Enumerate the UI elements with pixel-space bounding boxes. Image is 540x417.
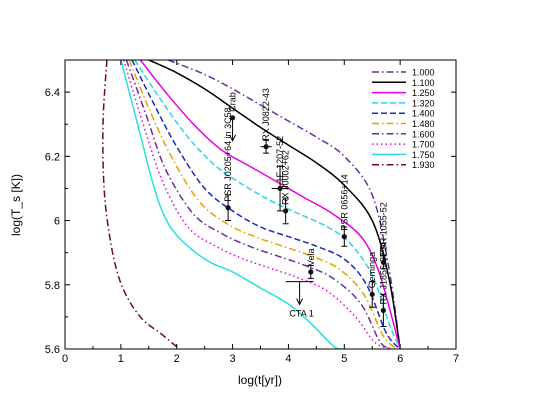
obs-label-cta-1: CTA 1 (289, 309, 313, 319)
y-axis-ticks: 5.6 5.8 6 6.2 6.4 (45, 87, 456, 356)
obs-label-rx-j0002-62: RX J0002+62 (281, 150, 291, 205)
obs-label-geminga: Geminga (367, 252, 377, 289)
y-tick-label: 6.2 (45, 151, 60, 163)
curves-group (102, 60, 401, 349)
legend-label: 1.930 (412, 160, 435, 170)
upper-limit-arrow (229, 134, 237, 142)
x-axis-label: log(t[yr]) (238, 373, 282, 387)
series-line-1-400 (131, 60, 401, 349)
obs-point-crab (229, 115, 236, 121)
x-axis-ticks: 0 1 2 3 4 5 6 7 (62, 60, 459, 365)
y-tick-label: 5.8 (45, 280, 60, 292)
obs-point-psr-j0205-64-in-3c58 (225, 205, 231, 211)
obs-point-rx-j0822-43 (263, 144, 269, 150)
obs-label-crab: Crab (228, 92, 238, 112)
y-tick-label: 6 (54, 216, 60, 228)
series-line-1-930 (102, 60, 180, 349)
series-line-1-480 (128, 60, 398, 349)
obs-label-psr-j0205-64-in-3c58: PSR J0205+64 in 3C58 (223, 107, 233, 201)
obs-point-geminga (369, 291, 375, 298)
legend-label: 1.750 (412, 150, 435, 160)
x-tick-label: 6 (397, 353, 403, 365)
observations-group (225, 115, 387, 328)
obs-label-vela: Vela (306, 248, 316, 266)
y-tick-label: 5.6 (45, 344, 60, 356)
legend-label: 1.700 (412, 140, 435, 150)
x-tick-label: 2 (174, 353, 180, 365)
x-tick-label: 3 (230, 353, 236, 365)
obs-point-vela (308, 269, 314, 275)
obs-label-psr-1055-52: PSR 1055-52 (378, 202, 388, 256)
obs-point-psr-1055-52 (380, 259, 386, 265)
obs-point-1e-1207-52 (277, 185, 283, 192)
series-line-1-100 (148, 60, 401, 349)
upper-limit-arrow (296, 298, 304, 306)
series-line-1-750 (120, 60, 342, 349)
x-tick-label: 4 (285, 353, 291, 365)
obs-point-rx-j0002-62 (283, 208, 289, 214)
y-axis-label: log(T_s [K]) (9, 174, 23, 236)
legend-label: 1.000 (412, 68, 435, 78)
legend-label: 1.320 (412, 98, 435, 108)
legend-label: 1.480 (412, 119, 435, 129)
legend-label: 1.400 (412, 109, 435, 119)
x-tick-label: 5 (341, 353, 347, 365)
y-tick-label: 6.4 (45, 87, 60, 99)
obs-point-rx-j1856-3754 (380, 307, 386, 314)
series-line-1-600 (125, 60, 395, 349)
series-line-1-700 (122, 60, 393, 349)
x-tick-label: 7 (453, 353, 459, 365)
obs-label-rx-j0822-43: RX J0822-43 (261, 88, 271, 141)
obs-point-psr-0656-14 (341, 234, 347, 240)
x-tick-label: 0 (62, 353, 68, 365)
legend: 1.0001.1001.2501.3201.4001.4801.6001.700… (372, 68, 435, 170)
legend-label: 1.250 (412, 88, 435, 98)
legend-label: 1.600 (412, 129, 435, 139)
x-tick-label: 1 (118, 353, 124, 365)
series-line-1-250 (139, 60, 401, 349)
obs-label-rx-j1856-3754: RX J1856-3754 (378, 242, 388, 305)
obs-label-1e-1207-52: 1E 1207-52 (275, 136, 285, 183)
legend-label: 1.100 (412, 78, 435, 88)
obs-label-psr-0656-14: PSR 0656+14 (339, 174, 349, 230)
